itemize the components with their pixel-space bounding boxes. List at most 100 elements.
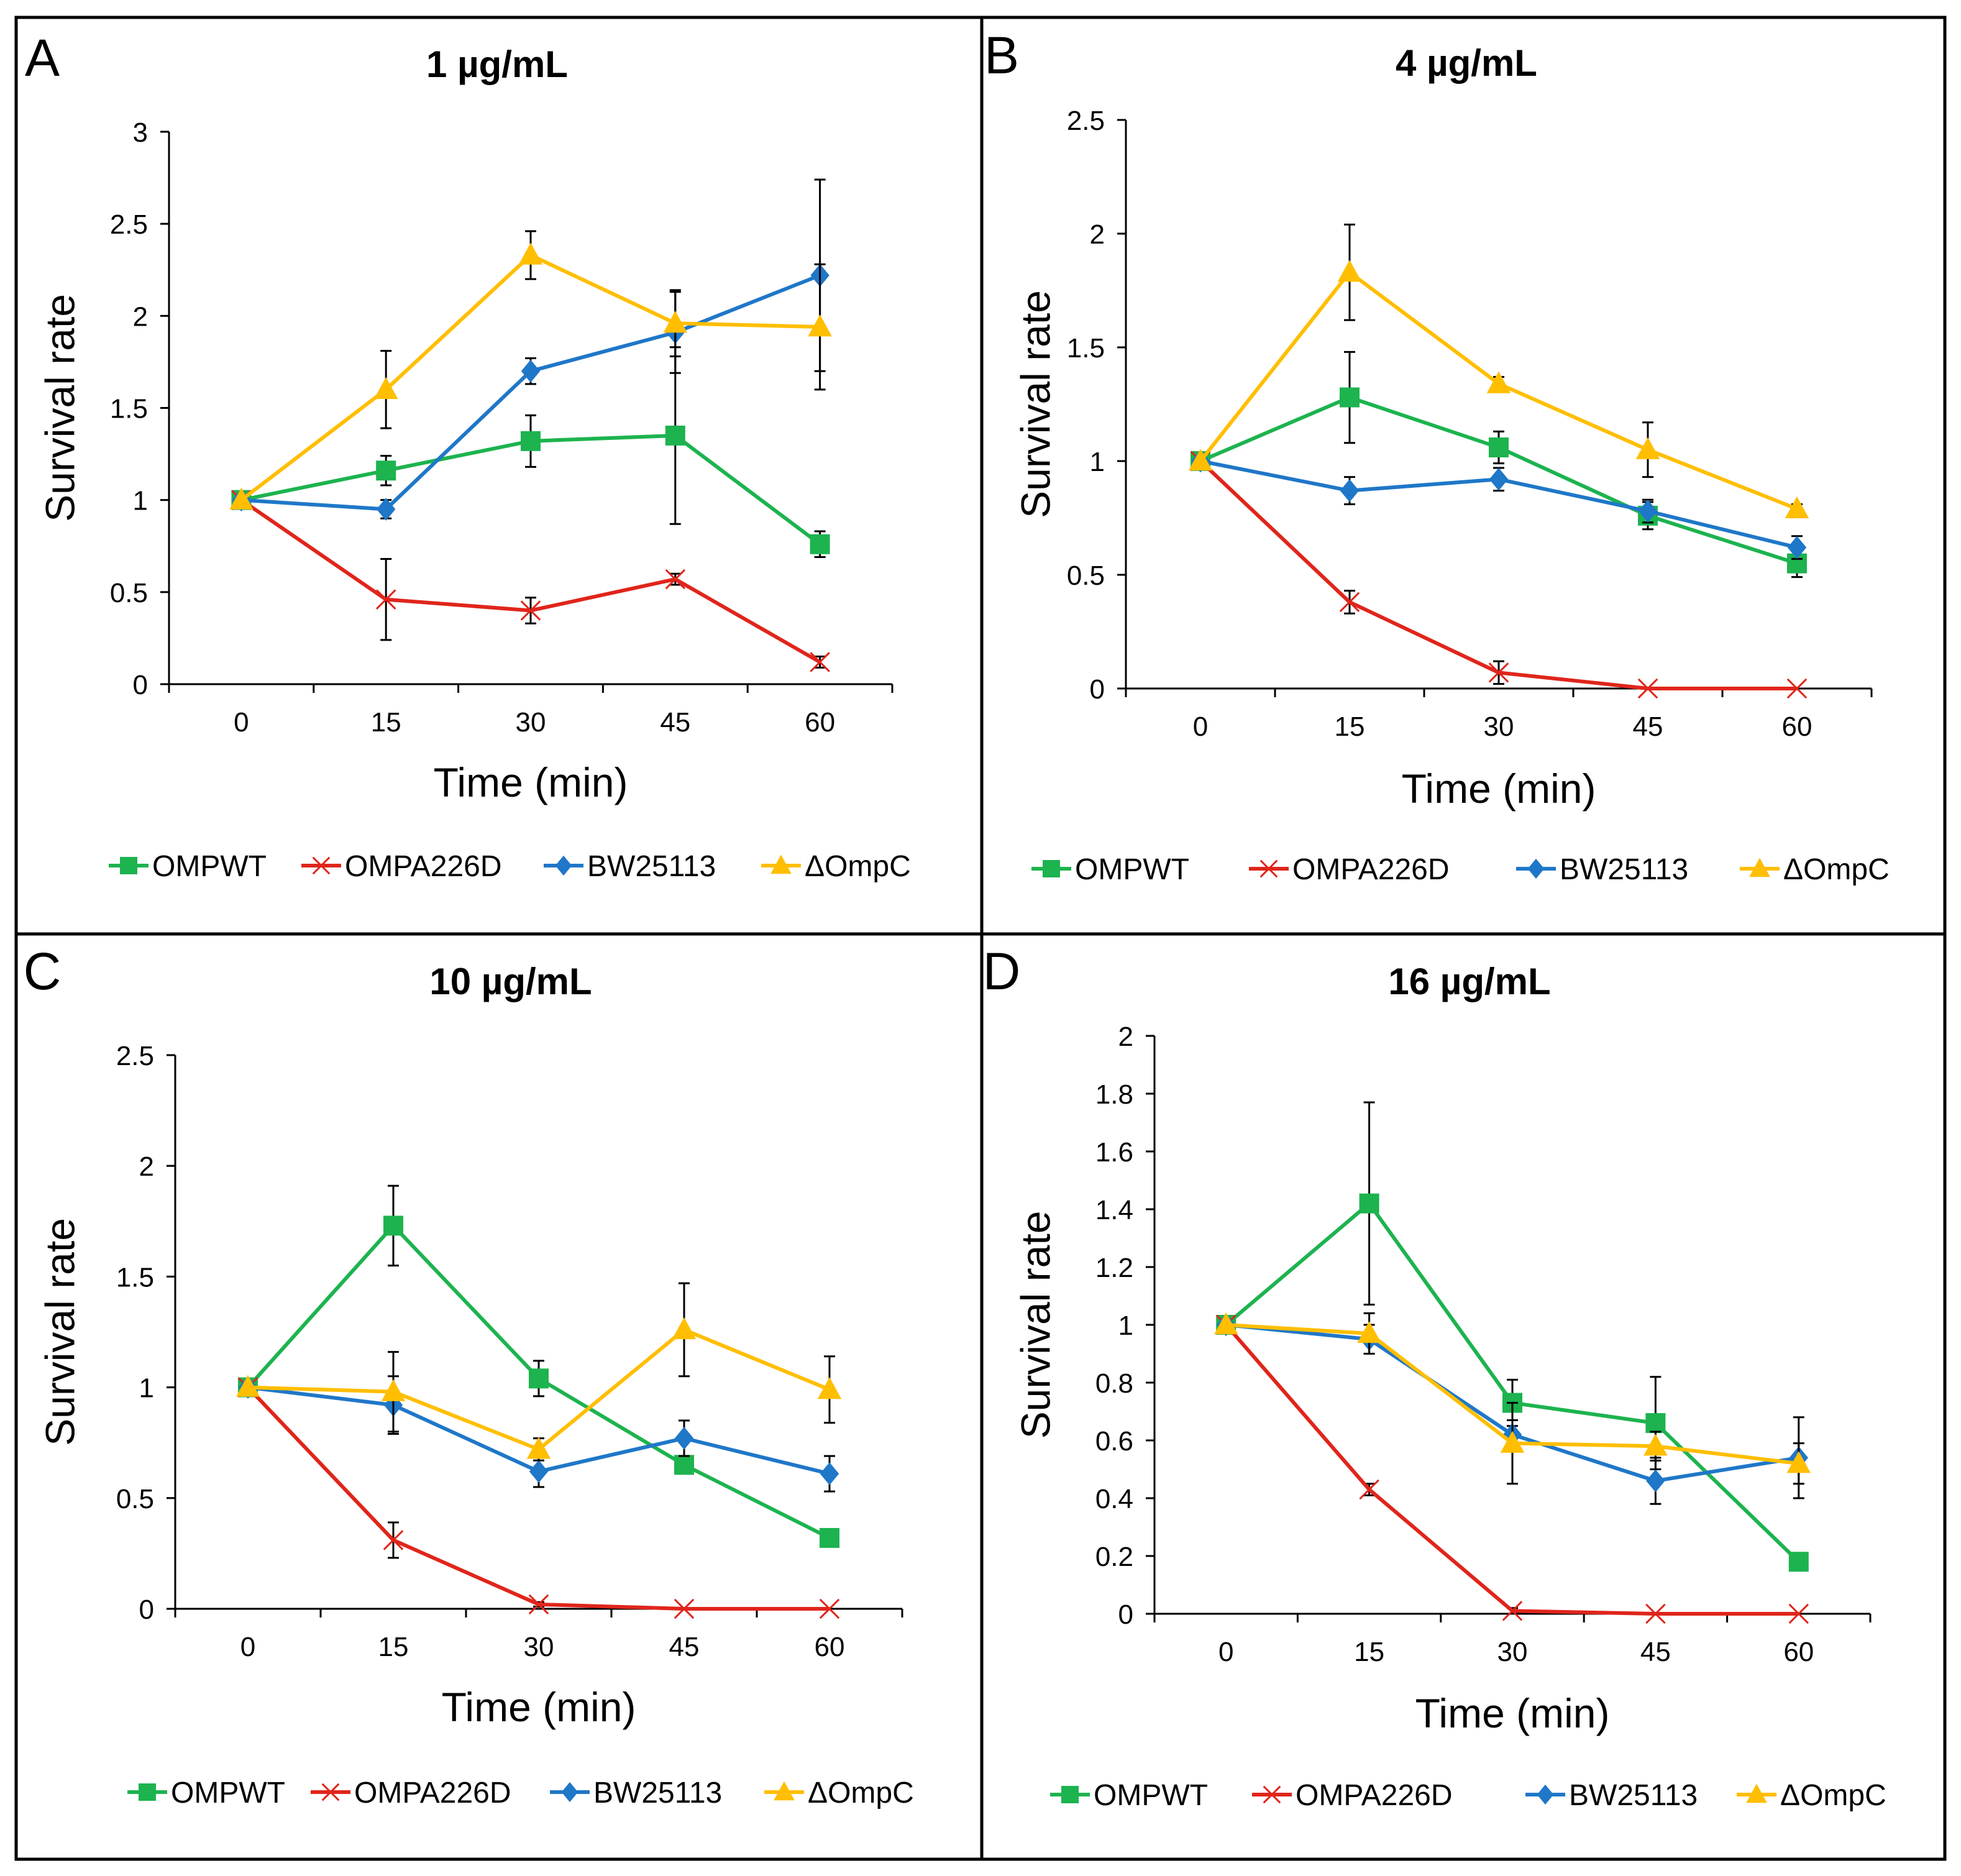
y-axis-title: Survival rate [37, 294, 83, 522]
marker-x [810, 652, 830, 672]
legend-label: OMPWT [1075, 853, 1189, 886]
y-tick-label: 0.6 [1095, 1426, 1133, 1457]
legend-item: OMPWT [1031, 853, 1189, 886]
marker-triangle [374, 377, 398, 400]
panel-label: B [984, 26, 1019, 85]
legend-item: OMPWT [127, 1777, 285, 1810]
legend-item: ΔOmpC [1737, 1779, 1886, 1812]
y-tick-label: 1 [1090, 447, 1105, 477]
legend-label: ΔOmpC [1783, 853, 1890, 886]
marker-diamond [1646, 1469, 1665, 1493]
marker-triangle [663, 311, 687, 333]
chart-title: 4 µg/mL [1396, 42, 1537, 84]
panel-C: C 10 µg/mL 0 0.5 1 1.5 2 2.5 0 15 30 45 60 Time (min)… [24, 942, 914, 1810]
legend-label: ΔOmpC [805, 850, 911, 883]
marker-x [1339, 592, 1360, 613]
y-tick-label: 0.2 [1095, 1542, 1133, 1572]
marker-triangle [518, 242, 543, 265]
legend-label: OMPA226D [1296, 1779, 1453, 1812]
marker-square [521, 431, 541, 451]
legend-label: OMPA226D [345, 850, 502, 883]
x-tick-label: 30 [1497, 1637, 1528, 1667]
x-tick-label: 0 [234, 707, 249, 738]
legend: OMPWT OMPA226D BW25113 ΔOmpC [127, 1777, 914, 1810]
panel-label: A [25, 29, 60, 87]
y-axis-title: Survival rate [1012, 290, 1058, 518]
legend-item: ΔOmpC [761, 850, 911, 883]
marker-x [312, 856, 331, 875]
series-ΔOmpC [229, 230, 832, 510]
marker-x [1359, 1479, 1379, 1500]
marker-x [520, 600, 541, 621]
marker-square [376, 460, 396, 481]
series-ΔOmpC [1188, 223, 1809, 519]
marker-diamond [521, 359, 541, 383]
x-tick-label: 15 [378, 1632, 409, 1662]
x-tick-label: 15 [371, 707, 401, 738]
y-tick-label: 2.5 [1067, 106, 1105, 136]
y-tick-label: 2 [133, 301, 148, 332]
legend-label: OMPA226D [1292, 853, 1450, 886]
legend: OMPWT OMPA226D BW25113 ΔOmpC [1031, 853, 1890, 886]
legend-item: OMPWT [109, 850, 267, 883]
panel-label: D [983, 942, 1021, 1000]
legend-label: ΔOmpC [808, 1777, 914, 1810]
series-OMPWT [231, 346, 830, 559]
legend-label: BW25113 [587, 850, 716, 883]
x-tick-label: 45 [1640, 1637, 1671, 1667]
y-tick-label: 2.5 [110, 209, 148, 240]
marker-x [1259, 859, 1278, 878]
series-OMPA226D [1190, 451, 1808, 699]
x-tick-label: 30 [1484, 712, 1514, 742]
legend-label: OMPWT [171, 1777, 285, 1810]
x-tick-label: 0 [1218, 1637, 1233, 1667]
legend-label: OMPWT [152, 850, 267, 883]
marker-square [810, 534, 830, 554]
marker-triangle [1214, 1312, 1238, 1335]
y-axis-title: Survival rate [1012, 1211, 1058, 1439]
x-tick-label: 45 [1633, 712, 1663, 742]
y-tick-label: 1 [139, 1373, 154, 1404]
y-tick-label: 2.5 [116, 1041, 154, 1071]
y-tick-label: 1.8 [1095, 1079, 1133, 1110]
x-tick-label: 0 [240, 1632, 255, 1662]
legend-label: OMPWT [1094, 1779, 1208, 1812]
marker-triangle [1643, 1434, 1668, 1456]
marker-x [1645, 1603, 1666, 1624]
marker-x [1502, 1601, 1523, 1621]
x-tick-label: 30 [516, 707, 546, 738]
marker-x [1263, 1785, 1281, 1804]
panel-borders [14, 16, 1947, 1861]
x-tick-label: 60 [1783, 1637, 1814, 1667]
marker-diamond [377, 498, 396, 521]
y-tick-label: 1.2 [1095, 1253, 1133, 1283]
legend-item: ΔOmpC [1740, 853, 1890, 886]
marker-x [528, 1594, 549, 1615]
panel-B: B 4 µg/mL 0 0.5 1 1.5 2 2.5 0 15 30 45 60 Time (min) S… [984, 26, 1890, 886]
panel-label: C [24, 942, 62, 1000]
y-tick-label: 0.4 [1095, 1484, 1133, 1514]
y-tick-label: 2 [1090, 219, 1105, 250]
marker-diamond [529, 1460, 549, 1483]
marker-triangle [1188, 449, 1213, 471]
marker-triangle [1500, 1430, 1525, 1453]
marker-x [665, 569, 686, 590]
x-tick-label: 45 [669, 1632, 700, 1662]
marker-square [1645, 1413, 1666, 1434]
y-tick-label: 0 [1118, 1599, 1133, 1630]
y-tick-label: 0 [133, 670, 148, 700]
x-axis-title: Time (min) [434, 759, 628, 805]
legend-label: BW25113 [1560, 853, 1688, 886]
marker-diamond [1787, 536, 1807, 559]
marker-x [674, 1598, 695, 1619]
marker-diamond [1340, 479, 1360, 502]
marker-square [1788, 1552, 1809, 1572]
marker-x [819, 1598, 840, 1619]
x-tick-label: 45 [660, 707, 690, 738]
panel-D: D 16 µg/mL 0 0.2 0.4 0.6 0.8 1 1.2 1.4 1.6 1.8 2 0 15 3… [983, 942, 1886, 1812]
marker-x [375, 589, 396, 610]
legend-item: OMPA226D [1249, 853, 1450, 886]
marker-diamond [1537, 1784, 1554, 1805]
marker-triangle [1337, 260, 1362, 282]
